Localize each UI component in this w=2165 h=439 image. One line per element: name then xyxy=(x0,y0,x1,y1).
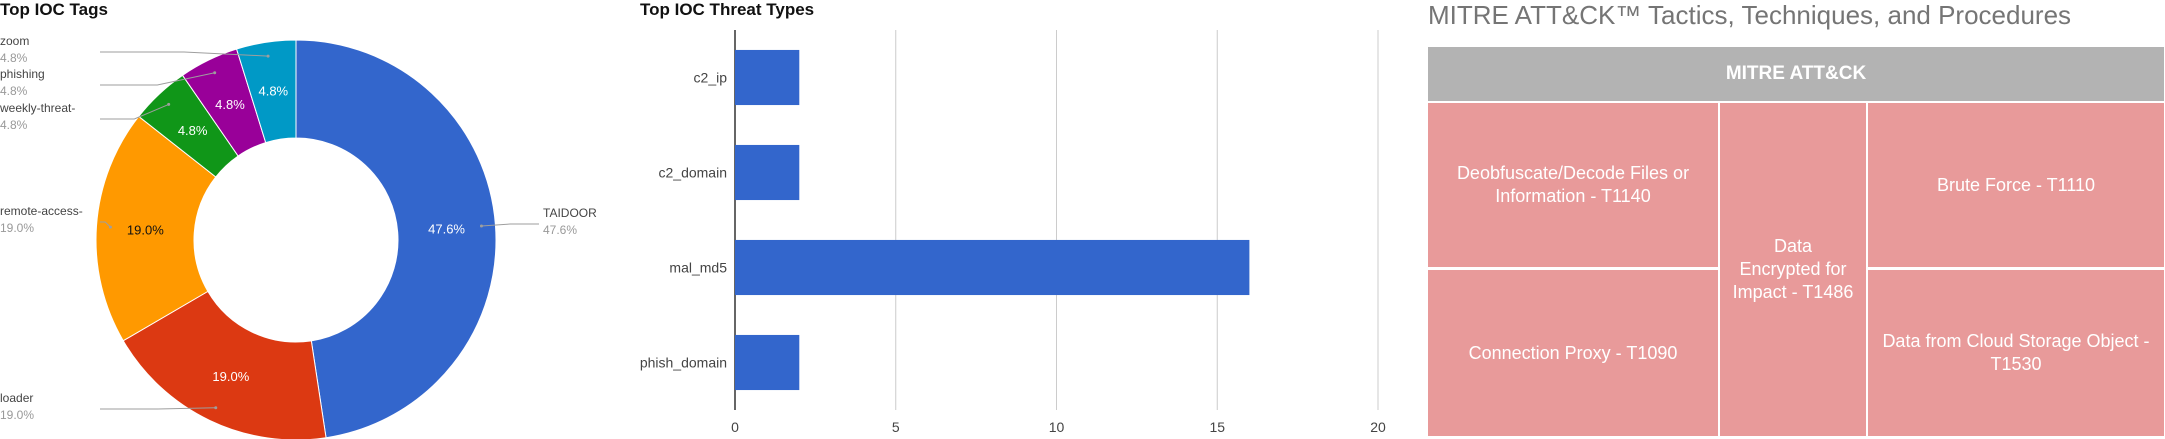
threat-types-bar-chart: 0 5 10 15 20 c2_ip c2_domain mal_md5 phish_domai… xyxy=(640,30,1386,435)
donut-legend-label-2: remote-access- xyxy=(0,204,83,218)
donut-leader-dot-4 xyxy=(213,71,217,75)
donut-leader-0 xyxy=(481,223,539,227)
donut-leader-5 xyxy=(100,51,269,57)
bar-phish_domain xyxy=(735,334,800,391)
donut-slice-label-0: 47.6% xyxy=(428,222,465,237)
donut-legend-label-0: TAIDOOR xyxy=(543,206,597,220)
donut-slice-2 xyxy=(95,115,217,342)
bar-xtick-label-3: 15 xyxy=(1209,419,1225,435)
bar-category-label-3: phish_domain xyxy=(640,355,727,371)
donut-legend-value-3: 4.8% xyxy=(0,118,28,132)
donut-leader-dot-1 xyxy=(214,406,218,410)
tags-chart-title: Top IOC Tags xyxy=(0,0,108,19)
donut-leader-2 xyxy=(100,221,111,228)
mitre-cell-t1140[interactable]: Deobfuscate/Decode Files or Information … xyxy=(1428,103,1718,267)
donut-leader-dot-3 xyxy=(167,102,171,106)
mitre-panel: MITRE ATT&CK™ Tactics, Techniques, and P… xyxy=(1428,0,2165,439)
donut-legend-value-4: 4.8% xyxy=(0,84,28,98)
bar-xtick-label-4: 20 xyxy=(1370,419,1386,435)
donut-slice-label-3: 4.8% xyxy=(178,123,208,138)
donut-legend-value-0: 47.6% xyxy=(543,223,577,237)
bar-c2_ip xyxy=(735,49,800,106)
donut-slice-label-2: 19.0% xyxy=(127,223,164,238)
donut-leader-3 xyxy=(100,103,169,120)
bar-category-label-2: mal_md5 xyxy=(669,260,727,276)
mitre-cell-t1530[interactable]: Data from Cloud Storage Object - T1530 xyxy=(1868,270,2164,436)
donut-leader-dot-5 xyxy=(266,54,270,58)
donut-slice-label-1: 19.0% xyxy=(212,369,249,384)
bar-category-label-0: c2_ip xyxy=(694,70,728,86)
donut-slice-0 xyxy=(295,39,497,439)
donut-legend-value-5: 4.8% xyxy=(0,51,28,65)
donut-legend-label-1: loader xyxy=(0,391,33,405)
donut-legend-value-1: 19.0% xyxy=(0,408,34,422)
mitre-cell-t1090[interactable]: Connection Proxy - T1090 xyxy=(1428,270,1718,436)
bar-xtick-label-0: 0 xyxy=(731,419,739,435)
donut-leader-1 xyxy=(100,407,216,410)
donut-legend-label-5: zoom xyxy=(0,34,29,48)
threat-types-chart-title: Top IOC Threat Types xyxy=(640,0,815,19)
bar-category-label-1: c2_domain xyxy=(659,165,728,181)
bar-xtick-label-2: 10 xyxy=(1049,419,1065,435)
donut-legend-label-4: phishing xyxy=(0,67,45,81)
mitre-cell-t1486[interactable]: Data Encrypted for Impact - T1486 xyxy=(1720,103,1866,436)
donut-slice-5 xyxy=(235,39,297,144)
tags-chart-panel: Top IOC Tags 47.6% TAIDOOR 47.6% 19.0% loade… xyxy=(0,0,640,439)
bar-c2_domain xyxy=(735,144,800,201)
mitre-header: MITRE ATT&CK xyxy=(1428,47,2164,101)
donut-leader-4 xyxy=(100,72,215,86)
donut-slice-label-4: 4.8% xyxy=(215,97,245,112)
tags-donut-chart: 47.6% TAIDOOR 47.6% 19.0% loader 19.0% 19.0% re… xyxy=(0,34,597,439)
donut-leader-dot-2 xyxy=(108,225,112,229)
mitre-cell-t1110[interactable]: Brute Force - T1110 xyxy=(1868,103,2164,267)
donut-legend-value-2: 19.0% xyxy=(0,221,34,235)
bar-xtick-label-1: 5 xyxy=(892,419,900,435)
donut-slice-1 xyxy=(122,290,327,439)
mitre-title: MITRE ATT&CK™ Tactics, Techniques, and P… xyxy=(1428,0,2072,30)
bar-mal_md5 xyxy=(735,239,1250,296)
donut-legend-label-3: weekly-threat- xyxy=(0,101,75,115)
donut-slice-label-5: 4.8% xyxy=(258,84,288,99)
donut-leader-dot-0 xyxy=(479,224,483,228)
threat-types-chart-panel: Top IOC Threat Types 0 5 10 15 20 c2_ip c2_dom… xyxy=(640,0,1410,439)
